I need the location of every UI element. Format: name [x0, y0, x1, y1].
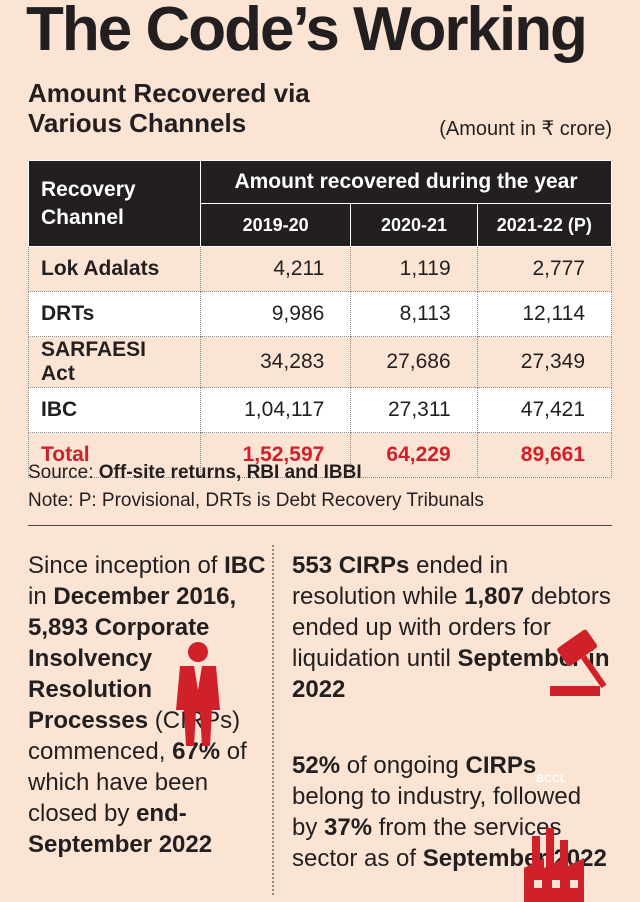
- amount-cell: 1,04,117: [199, 387, 352, 433]
- amount-cell: 8,113: [350, 291, 478, 337]
- recovery-table: Recovery Channel Amount recovered during…: [28, 160, 613, 478]
- channel-cell: DRTs: [28, 291, 201, 337]
- text-run: belong to industry, followed by: [292, 783, 582, 841]
- channel-cell: SARFAESI Act: [28, 336, 201, 388]
- text-run: from the services sector as of: [292, 814, 562, 872]
- text-run: ended in resolution while: [292, 552, 509, 610]
- text-run: CIRPs: [465, 752, 537, 779]
- factory-icon: [524, 828, 584, 902]
- table-row: Lok Adalats 4,211 1,119 2,777: [28, 246, 613, 292]
- text-run: IBC: [224, 552, 266, 579]
- separator: [28, 525, 612, 526]
- table-row: IBC 1,04,117 27,311 47,421: [28, 387, 613, 433]
- gavel-icon: [550, 629, 607, 696]
- channel-cell: IBC: [28, 387, 201, 433]
- table-row: SARFAESI Act 34,283 27,686 27,349: [28, 336, 613, 388]
- text-run: end-September 2022: [28, 800, 213, 858]
- divider: [272, 545, 274, 895]
- channel-header: Recovery Channel: [28, 160, 201, 247]
- subtitle: Amount Recovered via Various Channels: [28, 78, 310, 138]
- amount-cell: 12,114: [476, 291, 613, 337]
- amount-cell: 1,119: [350, 246, 478, 292]
- title: The Code’s Working: [26, 0, 588, 64]
- table-body: Lok Adalats 4,211 1,119 2,777 DRTs 9,986 8,113…: [28, 246, 613, 478]
- source-label: Source:: [28, 462, 94, 483]
- watermark: BCCL: [536, 773, 567, 785]
- amount-cell: 27,349: [476, 336, 613, 388]
- table-row: DRTs 9,986 8,113 12,114: [28, 291, 613, 337]
- text-run: debtors ended up with orders for liquida…: [292, 583, 611, 672]
- text-run: December 2016, 5,893 Corporate Insolvenc…: [28, 583, 237, 734]
- text-run: Since inception of: [28, 552, 225, 579]
- text-run: 553 CIRPs: [292, 552, 410, 579]
- amount-cell: 27,311: [350, 387, 478, 433]
- amount-cell: 34,283: [199, 336, 352, 388]
- total-label: Total: [28, 432, 201, 478]
- total-cell: 89,661: [476, 432, 613, 478]
- text-run: 37%: [324, 814, 373, 841]
- amount-cell: 27,686: [350, 336, 478, 388]
- person-icon: [176, 642, 220, 746]
- amount-cell: 4,211: [199, 246, 352, 292]
- year-header: 2020-21: [350, 203, 478, 247]
- text-run: in: [28, 583, 54, 610]
- unit-note: (Amount in ₹ crore): [439, 118, 612, 140]
- text-run: of which have been closed by: [28, 738, 247, 827]
- year-header: 2019-20: [199, 203, 352, 247]
- amount-cell: 9,986: [199, 291, 352, 337]
- right-text: 553 CIRPs ended in resolution while 1,80…: [292, 550, 612, 705]
- amount-cell: 47,421: [476, 387, 613, 433]
- channel-cell: Lok Adalats: [28, 246, 201, 292]
- amount-cell: 2,777: [476, 246, 613, 292]
- note: Note: P: Provisional, DRTs is Debt Recov…: [28, 490, 484, 511]
- right-text: 52% of ongoing CIRPs belong to industry,…: [292, 750, 612, 874]
- total-cell: 1,52,597: [199, 432, 352, 478]
- source: Source: Off-site returns, RBI and IBBI: [28, 462, 362, 484]
- text-run: 1,807: [464, 583, 525, 610]
- year-row: 2019-20 2020-21 2021-22 (P): [29, 203, 613, 247]
- text-run: of ongoing: [340, 752, 466, 779]
- text-run: 52%: [292, 752, 341, 779]
- total-row: Total 1,52,597 64,229 89,661: [28, 432, 613, 478]
- group-header: Amount recovered during the year: [200, 160, 612, 204]
- text-run: 67%: [172, 738, 221, 765]
- total-cell: 64,229: [350, 432, 478, 478]
- source-text: Off-site returns, RBI and IBBI: [98, 462, 362, 483]
- left-text: Since inception of IBC in December 2016,…: [28, 550, 268, 860]
- year-header: 2021-22 (P): [476, 203, 613, 247]
